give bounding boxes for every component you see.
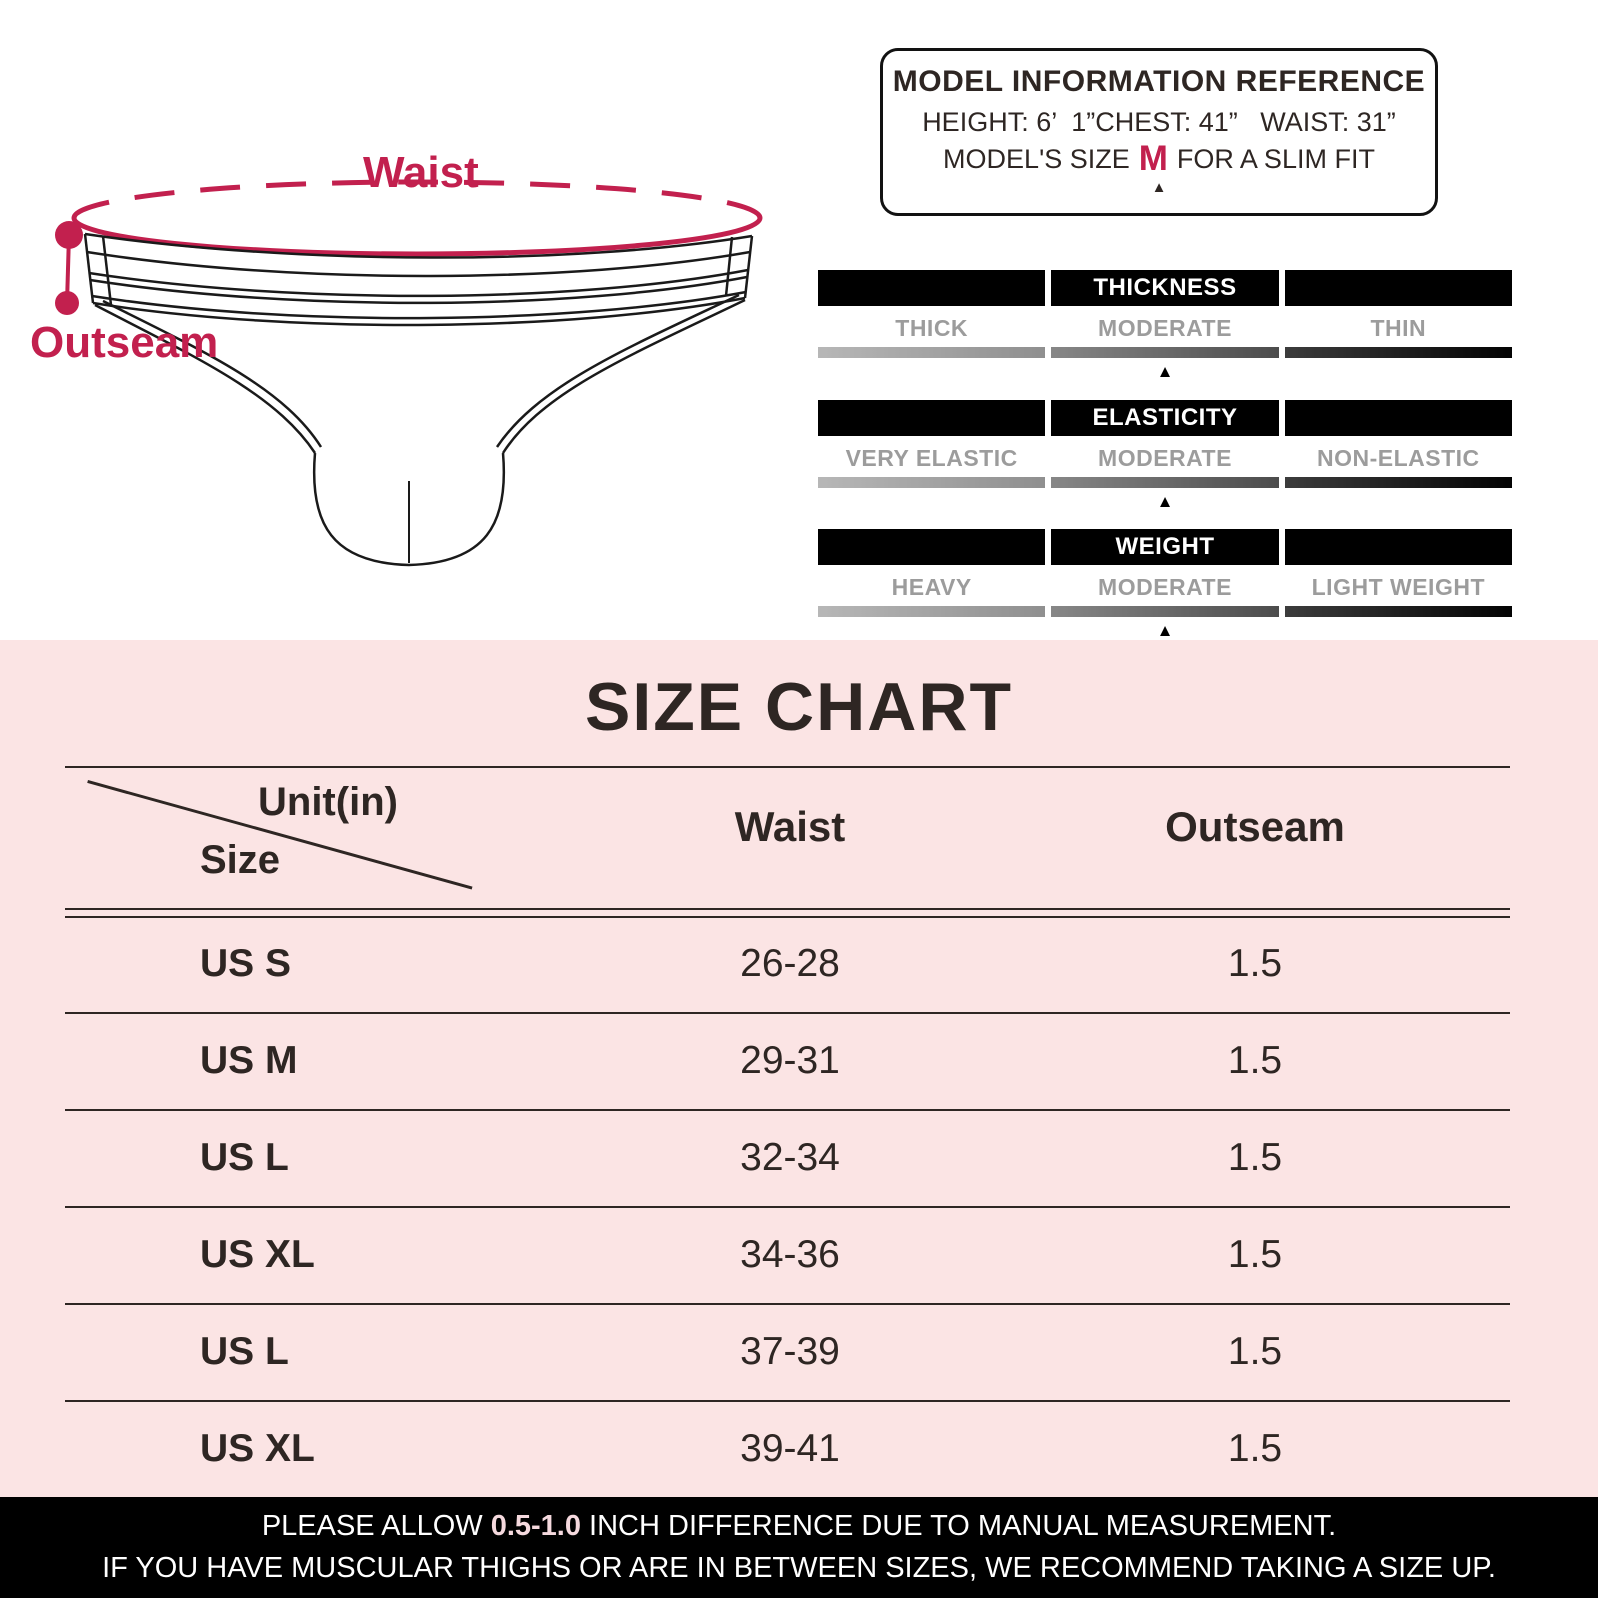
scale-bar-right <box>1284 270 1512 306</box>
footer-line1-bold: 0.5-1.0 <box>490 1510 581 1542</box>
scale-bar-right <box>1284 529 1512 565</box>
outseam-marker <box>55 221 83 315</box>
scale-indicator-icon: ▲ <box>1156 362 1174 381</box>
scale-option-left: VERY ELASTIC <box>845 445 1018 471</box>
model-info-title: MODEL INFORMATION REFERENCE <box>892 65 1426 98</box>
footer-line-2: IF YOU HAVE MUSCULAR THIGHS OR ARE IN BE… <box>102 1552 1496 1584</box>
scale-title: ELASTICITY <box>1051 400 1279 436</box>
row-waist: 37-39 <box>740 1330 840 1373</box>
table-row: US XL 39-41 1.5 <box>65 1401 1510 1497</box>
waist-solid-ellipse <box>71 217 763 257</box>
scale-bar-left <box>818 400 1046 436</box>
model-info-stats: HEIGHT: 6’ 1”CHEST: 41” WAIST: 31” <box>922 107 1396 137</box>
row-outseam: 1.5 <box>1227 1330 1283 1373</box>
scale-option-center: MODERATE <box>1098 445 1232 471</box>
divider <box>65 766 1510 768</box>
size-header: Size <box>200 838 281 882</box>
row-waist: 32-34 <box>740 1136 840 1179</box>
row-waist: 29-31 <box>740 1039 840 1082</box>
model-size-suffix: FOR A SLIM FIT <box>1176 144 1375 174</box>
footer-line1-suffix: INCH DIFFERENCE DUE TO MANUAL MEASUREMEN… <box>581 1510 1337 1542</box>
row-size: US L <box>200 1136 289 1179</box>
scale-weight: WEIGHT HEAVY MODERATE LIGHT WEIGHT ▲ <box>818 529 1512 640</box>
model-info-box: MODEL INFORMATION REFERENCE HEIGHT: 6’ 1… <box>880 48 1438 216</box>
footer-note: PLEASE ALLOW 0.5-1.0 INCH DIFFERENCE DUE… <box>0 1497 1598 1598</box>
thong-body-lines <box>94 293 746 567</box>
scale-option-center: MODERATE <box>1098 574 1232 600</box>
scale-option-center: MODERATE <box>1098 315 1232 341</box>
waistband-lines <box>83 232 754 327</box>
waist-label: Waist <box>363 148 479 197</box>
size-chart-title: SIZE CHART <box>585 669 1013 745</box>
scale-gradient-bar <box>818 606 1512 617</box>
scale-bar-left <box>818 529 1046 565</box>
row-size: US M <box>200 1039 298 1082</box>
footer-line-1: PLEASE ALLOW 0.5-1.0 INCH DIFFERENCE DUE… <box>262 1510 1336 1543</box>
row-size: US XL <box>200 1427 315 1470</box>
row-outseam: 1.5 <box>1227 1427 1283 1470</box>
scale-bar-right <box>1284 400 1512 436</box>
column-header-waist: Waist <box>734 803 846 850</box>
row-waist: 26-28 <box>740 942 840 985</box>
scale-gradient-bar <box>818 477 1512 488</box>
header-divider <box>65 908 1510 918</box>
scale-indicator-icon: ▲ <box>1156 492 1174 511</box>
row-outseam: 1.5 <box>1227 942 1283 985</box>
scale-thickness: THICKNESS THICK MODERATE THIN ▲ <box>818 270 1512 381</box>
row-size: US L <box>200 1330 289 1373</box>
model-size-prefix: MODEL'S SIZE <box>943 144 1130 174</box>
scale-title: THICKNESS <box>1051 270 1279 306</box>
scale-title: WEIGHT <box>1051 529 1279 565</box>
thong-measurement-diagram: Waist Outseam <box>30 148 763 567</box>
scale-bar-left <box>818 270 1046 306</box>
model-size-line: MODEL'S SIZE M FOR A SLIM FIT <box>943 140 1375 178</box>
scale-option-left: THICK <box>895 315 969 341</box>
outseam-label: Outseam <box>30 318 218 367</box>
row-outseam: 1.5 <box>1227 1039 1283 1082</box>
model-size-value: M <box>1138 139 1168 178</box>
table-row: US XL 34-36 1.5 <box>65 1207 1510 1305</box>
model-size-indicator-icon: ▲ <box>1151 179 1167 196</box>
scale-elasticity: ELASTICITY VERY ELASTIC MODERATE NON-ELA… <box>818 400 1512 511</box>
table-row: US L 37-39 1.5 <box>65 1304 1510 1402</box>
scale-gradient-bar <box>818 347 1512 358</box>
column-header-outseam: Outseam <box>1165 803 1345 850</box>
row-size: US XL <box>200 1233 315 1276</box>
scale-option-right: THIN <box>1370 315 1427 341</box>
scale-option-right: LIGHT WEIGHT <box>1311 574 1485 600</box>
row-size: US S <box>200 942 292 985</box>
table-row: US S 26-28 1.5 <box>65 916 1510 1014</box>
row-waist: 39-41 <box>740 1427 840 1470</box>
row-outseam: 1.5 <box>1227 1136 1283 1179</box>
waist-dashed-ellipse <box>71 179 763 219</box>
footer-line1-prefix: PLEASE ALLOW <box>261 1510 491 1542</box>
size-chart-section: SIZE CHART Unit(in) Size Waist Outseam U… <box>0 640 1598 1497</box>
table-row: US L 32-34 1.5 <box>65 1110 1510 1208</box>
scale-option-left: HEAVY <box>891 574 972 600</box>
row-outseam: 1.5 <box>1227 1233 1283 1276</box>
scale-option-right: NON-ELASTIC <box>1316 445 1480 471</box>
unit-header: Unit(in) <box>258 780 398 824</box>
table-row: US M 29-31 1.5 <box>65 1013 1510 1111</box>
row-waist: 34-36 <box>740 1233 840 1276</box>
scale-indicator-icon: ▲ <box>1156 621 1174 640</box>
